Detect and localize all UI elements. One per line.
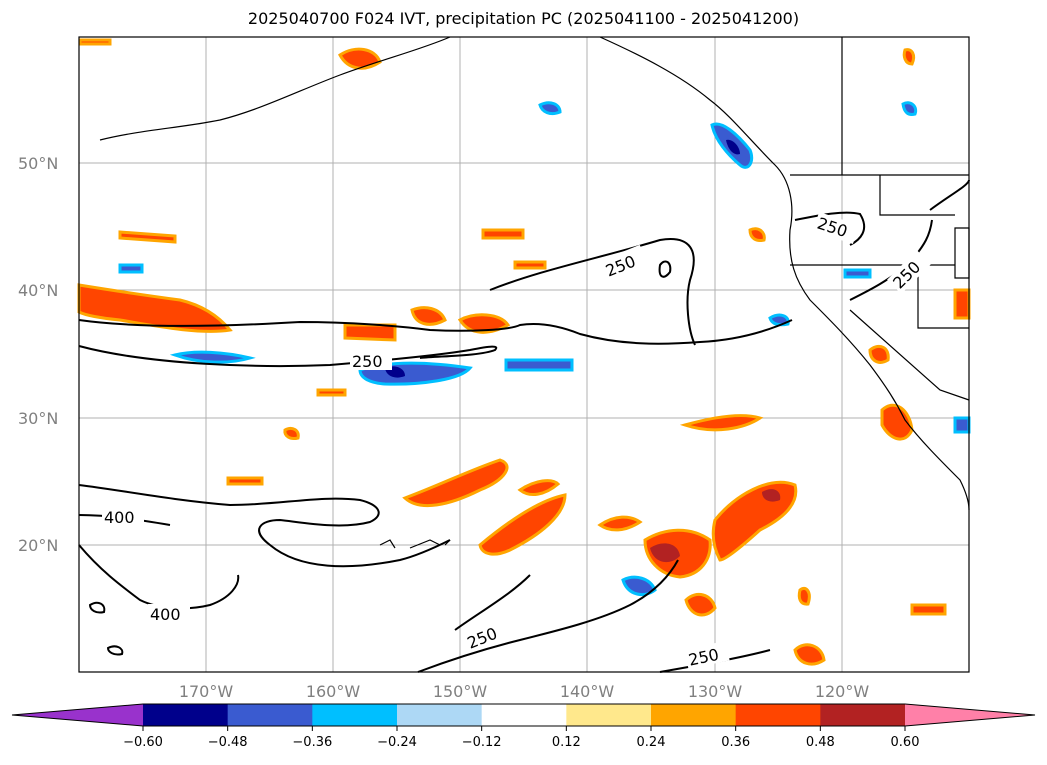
- precip-patch: [402, 458, 509, 508]
- precip-patch: [711, 480, 798, 562]
- colorbar-tick-label: −0.36: [292, 735, 332, 750]
- precip-patch: [538, 101, 562, 116]
- precip-patch: [410, 306, 447, 326]
- precip-patch: [478, 493, 567, 556]
- precip-patch: [762, 489, 781, 502]
- north-america-coast: [599, 36, 970, 511]
- precip-patch: [481, 228, 525, 240]
- precip-patch: [283, 426, 300, 440]
- precip-patch: [843, 268, 872, 279]
- lat-label: 40°N: [18, 281, 58, 300]
- lon-label: 170°W: [179, 682, 234, 701]
- precip-patch: [901, 101, 918, 116]
- lon-label: 160°W: [306, 682, 361, 701]
- colorbar-tick-label: −0.12: [462, 735, 502, 750]
- ivt-contour-250: [417, 559, 679, 673]
- colorbar-tick-label: −0.48: [208, 735, 248, 750]
- map-title: 2025040700 F024 IVT, precipitation PC (2…: [247, 9, 800, 28]
- lat-label: 20°N: [18, 536, 58, 555]
- precip-patch: [118, 263, 144, 274]
- precip-patch: [880, 403, 914, 441]
- precip-patch: [650, 543, 680, 563]
- precip-patch: [910, 603, 947, 616]
- precip-patch: [726, 139, 740, 155]
- longitude-labels: 170°W 160°W 150°W 140°W 130°W 120°W: [179, 682, 870, 701]
- precip-patch: [78, 38, 112, 46]
- contour-label: 400: [150, 605, 181, 624]
- precip-patch: [338, 47, 382, 70]
- ivt-contour-250: [658, 260, 672, 278]
- precip-patch: [504, 358, 574, 372]
- state-border: [917, 265, 969, 329]
- colorbar-segment: [227, 704, 313, 726]
- colorbar-tick-label: 0.36: [721, 735, 750, 750]
- precip-patch: [118, 230, 177, 244]
- lat-label: 30°N: [18, 409, 58, 428]
- ivt-contour-400: [88, 601, 106, 614]
- ivt-contour-250: [489, 238, 696, 346]
- ivt-contour-250: [794, 211, 866, 246]
- hawaii-islands: [379, 539, 451, 549]
- precip-patch: [684, 592, 717, 617]
- colorbar-tick-label: 0.48: [806, 735, 835, 750]
- colorbar-segment: [735, 704, 821, 726]
- map-frame: [78, 36, 970, 673]
- precip-patch: [797, 586, 811, 606]
- precip-patch: [169, 350, 256, 364]
- alaska-coast: [99, 36, 451, 141]
- ivt-contours: [78, 179, 970, 673]
- lon-label: 120°W: [815, 682, 870, 701]
- ivt-contour-250: [78, 319, 793, 345]
- precip-patch: [748, 227, 766, 242]
- lon-label: 140°W: [560, 682, 615, 701]
- precip-patch: [343, 323, 397, 342]
- colorbar-tick-label: −0.60: [123, 735, 163, 750]
- colorbar-segment: [397, 704, 483, 726]
- lon-label: 150°W: [433, 682, 488, 701]
- precip-patch: [768, 313, 790, 327]
- precip-patch: [868, 344, 890, 364]
- precip-patch: [77, 283, 233, 333]
- ivt-contour-400: [78, 484, 451, 568]
- precip-patch: [513, 260, 547, 270]
- contour-label: 250: [352, 352, 383, 371]
- state-border: [849, 309, 970, 401]
- colorbar-segment: [651, 704, 737, 726]
- lat-label: 50°N: [18, 154, 58, 173]
- precip-patch: [517, 479, 561, 497]
- precip-patch: [226, 476, 264, 486]
- contour-label: 400: [104, 508, 135, 527]
- colorbar-extend-high: [905, 704, 1035, 726]
- colorbar-segment: [566, 704, 652, 726]
- colorbar-tick-label: 0.24: [637, 735, 666, 750]
- precip-patch: [953, 288, 971, 320]
- colorbar-tick-label: 0.60: [891, 735, 920, 750]
- colorbar-extend-low: [12, 704, 143, 726]
- ivt-contour-250: [78, 345, 498, 367]
- colorbar-tick-label: 0.12: [552, 735, 581, 750]
- colorbar-tick-label: −0.24: [377, 735, 417, 750]
- precip-patch: [597, 515, 643, 532]
- precip-patch: [902, 48, 916, 66]
- colorbar-segment: [312, 704, 398, 726]
- colorbar-segment: [143, 704, 229, 726]
- ivt-contour-400: [454, 574, 531, 631]
- precip-patch: [953, 416, 971, 434]
- ivt-contour-400: [106, 645, 124, 656]
- precip-positive-patches: [77, 38, 971, 666]
- precip-patch: [316, 388, 347, 397]
- colorbar-segment: [481, 704, 567, 726]
- precip-patch: [679, 414, 764, 432]
- lon-label: 130°W: [688, 682, 743, 701]
- latitude-labels: 50°N 40°N 30°N 20°N: [18, 154, 58, 555]
- colorbar: −0.60 −0.48 −0.36 −0.24 −0.12 0.12 0.24 0.36 0.4…: [11, 703, 1036, 750]
- state-border: [879, 175, 955, 216]
- colorbar-segment: [820, 704, 906, 726]
- precip-patch: [621, 575, 657, 597]
- precip-patch: [793, 643, 826, 666]
